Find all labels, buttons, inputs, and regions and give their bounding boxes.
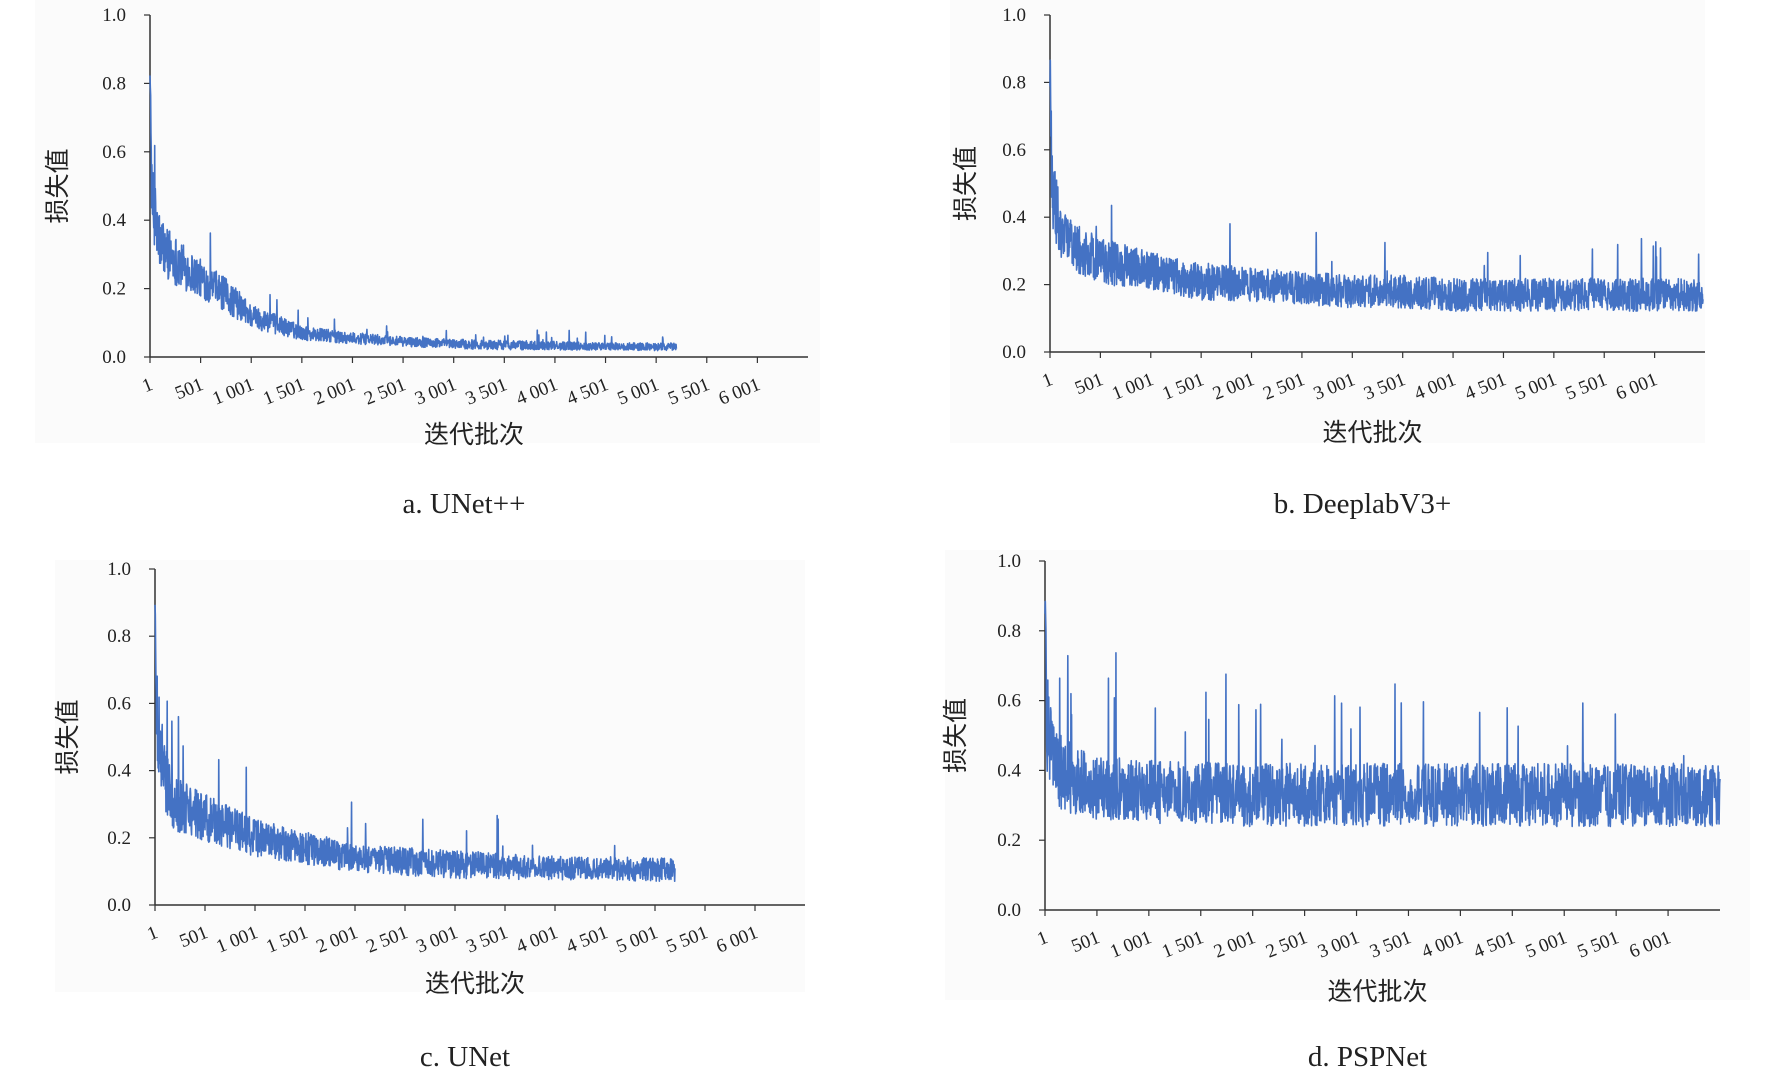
- plot-background: [55, 560, 805, 992]
- loss-series-line: [149, 75, 678, 352]
- x-axis-title: 迭代批次: [425, 969, 525, 998]
- y-axis-title: 损失值: [53, 699, 82, 774]
- y-tick-label: 0.6: [997, 691, 1021, 712]
- loss-series-line: [1044, 600, 1721, 828]
- loss-series-line: [154, 604, 676, 883]
- y-tick-label: 0.6: [1002, 140, 1026, 161]
- plot-background: [950, 0, 1705, 443]
- y-axis-title: 损失值: [43, 148, 72, 223]
- plot-background: [35, 0, 820, 443]
- y-tick-label: 0.2: [102, 279, 126, 300]
- x-axis-title: 迭代批次: [1322, 418, 1422, 447]
- y-axis-title: 损失值: [941, 698, 970, 773]
- y-tick-label: 0.2: [1002, 275, 1026, 296]
- chart-caption: d. PSPNet: [1308, 1041, 1427, 1070]
- y-tick-label: 0.2: [997, 830, 1021, 851]
- y-tick-label: 0.6: [102, 142, 126, 163]
- chart-panel-1: 0.00.20.40.60.81.01 501 1 001 1 501 2 001 2 5…: [35, 0, 820, 520]
- chart-panel-3: 0.00.20.40.60.81.01 501 1 001 1 501 2 001 2 5…: [53, 559, 805, 1070]
- y-tick-label: 1.0: [1002, 5, 1026, 26]
- y-tick-label: 0.4: [107, 761, 131, 782]
- y-tick-label: 1.0: [102, 5, 126, 26]
- chart-caption: c. UNet: [420, 1041, 510, 1070]
- y-tick-label: 0.0: [997, 900, 1021, 921]
- y-tick-label: 0.8: [107, 626, 131, 647]
- y-tick-label: 0.4: [102, 210, 126, 231]
- x-axis-title: 迭代批次: [1327, 977, 1427, 1006]
- y-axis-title: 损失值: [951, 146, 980, 221]
- y-tick-label: 1.0: [107, 559, 131, 580]
- y-tick-label: 0.0: [107, 895, 131, 916]
- chart-panel-4: 0.00.20.40.60.81.01 501 1 001 1 501 2 001 2 5…: [941, 550, 1750, 1070]
- y-tick-label: 0.2: [107, 828, 131, 849]
- chart-panel-2: 0.00.20.40.60.81.01 501 1 001 1 501 2 001 2 5…: [950, 0, 1705, 520]
- y-tick-label: 0.8: [997, 621, 1021, 642]
- chart-caption: b. DeeplabV3+: [1274, 488, 1451, 520]
- y-tick-label: 0.0: [1002, 342, 1026, 363]
- y-tick-label: 1.0: [997, 551, 1021, 572]
- loss-series-line: [1049, 59, 1704, 312]
- x-axis-title: 迭代批次: [424, 420, 524, 449]
- chart-caption: a. UNet++: [403, 488, 526, 520]
- y-tick-label: 0.0: [102, 347, 126, 368]
- y-tick-label: 0.8: [102, 73, 126, 94]
- y-tick-label: 0.6: [107, 693, 131, 714]
- y-tick-label: 0.8: [1002, 72, 1026, 93]
- y-tick-label: 0.4: [1002, 207, 1026, 228]
- y-tick-label: 0.4: [997, 760, 1021, 781]
